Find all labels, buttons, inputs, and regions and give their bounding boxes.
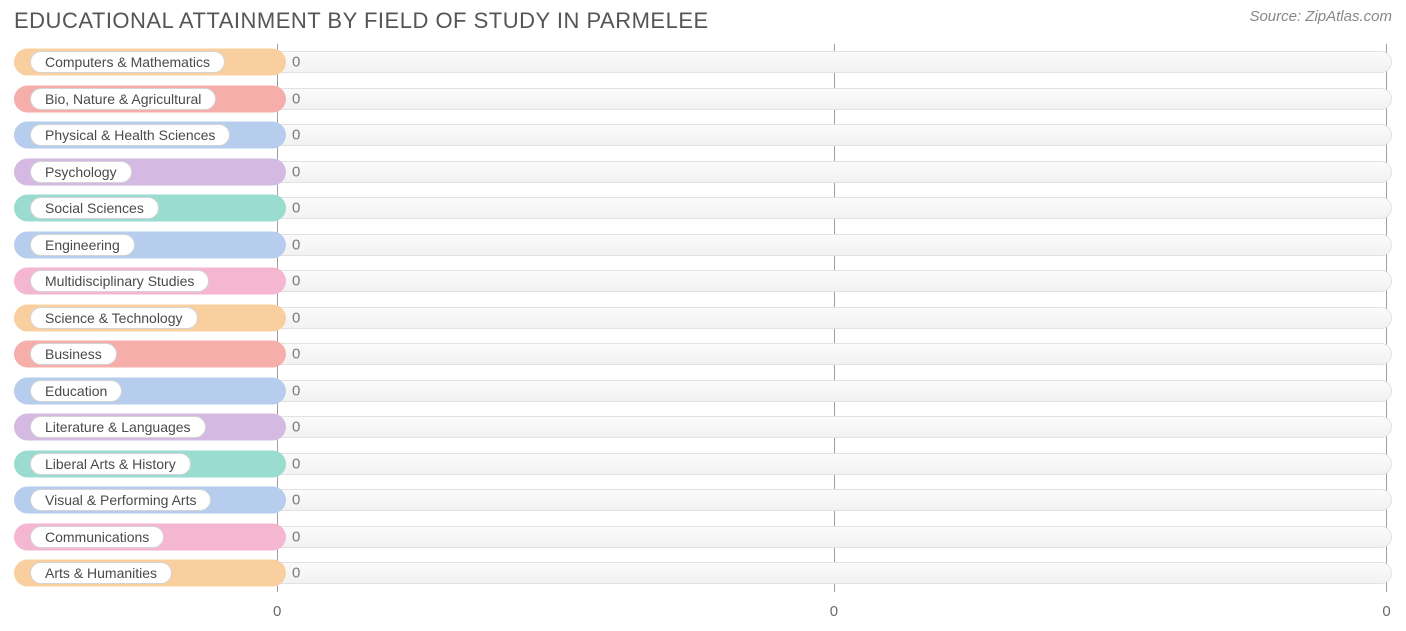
bar-value: 0	[292, 419, 300, 436]
bar-row: Physical & Health Sciences 0	[14, 117, 1392, 154]
bar-label: Communications	[30, 526, 164, 548]
bar-label: Computers & Mathematics	[30, 51, 225, 73]
bar-label: Psychology	[30, 161, 132, 183]
bar-value: 0	[292, 90, 300, 107]
bar-rows: Computers & Mathematics0Bio, Nature & Ag…	[14, 44, 1392, 592]
bar-label: Literature & Languages	[30, 416, 206, 438]
bar-row: Arts & Humanities 0	[14, 555, 1392, 592]
bar-row: Visual & Performing Arts 0	[14, 482, 1392, 519]
x-tick-label: 0	[830, 603, 838, 620]
bar-value: 0	[292, 346, 300, 363]
bar-label: Visual & Performing Arts	[30, 489, 211, 511]
bar-value: 0	[292, 200, 300, 217]
bar-value: 0	[292, 273, 300, 290]
bar-label: Education	[30, 380, 122, 402]
bar-label: Bio, Nature & Agricultural	[30, 88, 216, 110]
bar-row: Psychology 0	[14, 154, 1392, 191]
chart-title: EDUCATIONAL ATTAINMENT BY FIELD OF STUDY…	[14, 8, 709, 34]
bar-value: 0	[292, 565, 300, 582]
x-tick-label: 0	[273, 603, 281, 620]
bar-label: Multidisciplinary Studies	[30, 270, 209, 292]
bar-row: Science & Technology 0	[14, 300, 1392, 337]
bar-value: 0	[292, 163, 300, 180]
bar-value: 0	[292, 236, 300, 253]
bar-value: 0	[292, 492, 300, 509]
bar-row: Computers & Mathematics 0	[14, 44, 1392, 81]
bar-row: Business 0	[14, 336, 1392, 373]
bar-value: 0	[292, 528, 300, 545]
bar-label: Engineering	[30, 234, 135, 256]
bar-label: Business	[30, 343, 117, 365]
bar-row: Social Sciences 0	[14, 190, 1392, 227]
bar-label: Arts & Humanities	[30, 562, 172, 584]
x-tick-label: 0	[1382, 603, 1390, 620]
bar-label: Liberal Arts & History	[30, 453, 191, 475]
bar-row: Communications 0	[14, 519, 1392, 556]
chart-area: Computers & Mathematics0Bio, Nature & Ag…	[14, 44, 1392, 592]
bar-row: Liberal Arts & History 0	[14, 446, 1392, 483]
bar-row: Education 0	[14, 373, 1392, 410]
bar-label: Social Sciences	[30, 197, 159, 219]
bar-row: Literature & Languages 0	[14, 409, 1392, 446]
bar-label: Science & Technology	[30, 307, 198, 329]
source-label: Source: ZipAtlas.com	[1249, 8, 1392, 25]
bar-row: Bio, Nature & Agricultural 0	[14, 81, 1392, 118]
bar-row: Multidisciplinary Studies 0	[14, 263, 1392, 300]
bar-value: 0	[292, 127, 300, 144]
bar-row: Engineering 0	[14, 227, 1392, 264]
bar-value: 0	[292, 382, 300, 399]
bar-label: Physical & Health Sciences	[30, 124, 230, 146]
x-axis: 0 0 0	[14, 603, 1392, 625]
bar-value: 0	[292, 54, 300, 71]
header: EDUCATIONAL ATTAINMENT BY FIELD OF STUDY…	[0, 0, 1406, 38]
bar-value: 0	[292, 455, 300, 472]
bar-value: 0	[292, 309, 300, 326]
